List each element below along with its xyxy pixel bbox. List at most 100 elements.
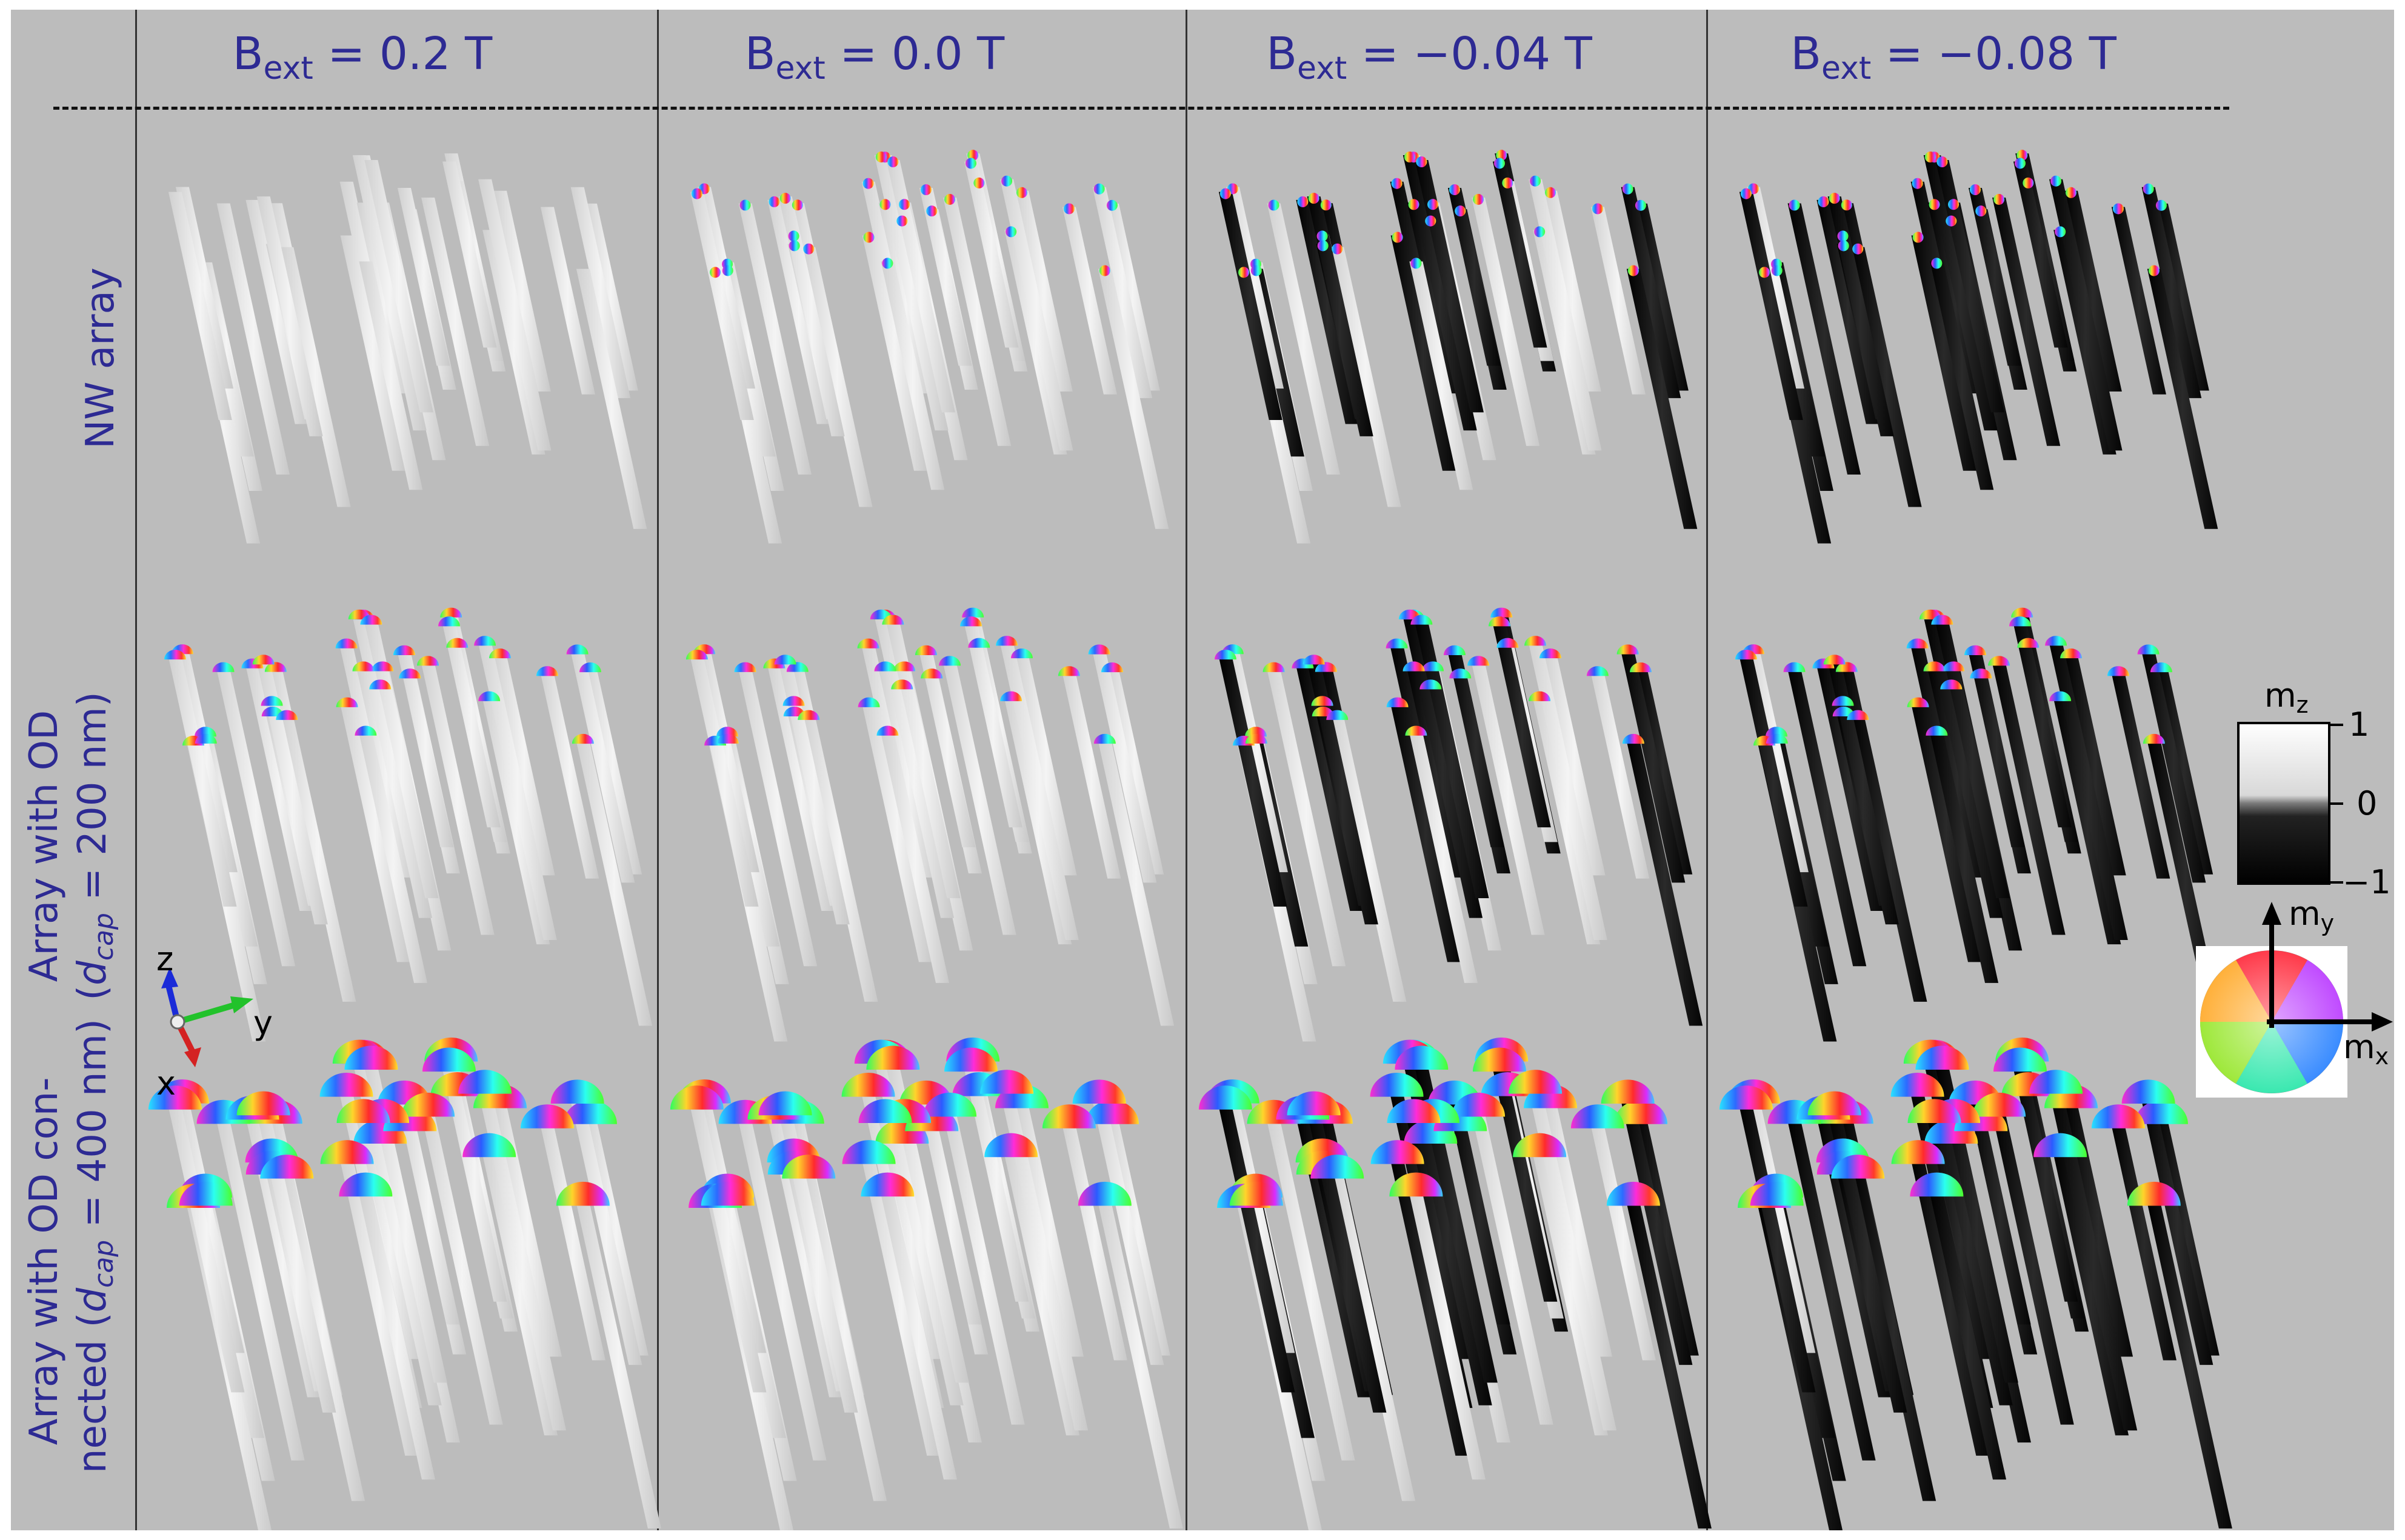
nanowire: [1218, 1107, 1295, 1393]
magnetic-cap: [1890, 1073, 1944, 1097]
wire-tip: [1627, 265, 1639, 276]
magnetic-cap: [2009, 616, 2031, 627]
nanowire: [874, 616, 955, 918]
wire-tip: [1936, 156, 1948, 168]
wire-tip: [1993, 193, 2005, 205]
nanowire: [359, 733, 428, 983]
nanowire: [570, 187, 631, 398]
magnetic-cap: [1303, 655, 1325, 665]
mz-colorbar: [2237, 722, 2343, 885]
magnetic-cap: [148, 1085, 202, 1110]
nanowire: [1626, 1203, 1712, 1529]
nanowire: [1935, 1067, 2018, 1383]
nanowire: [493, 190, 551, 392]
magnetic-cap: [1088, 644, 1110, 655]
nanowire: [1000, 643, 1079, 940]
nanowire: [2049, 179, 2123, 451]
nanowire-layer: [168, 153, 2232, 1530]
nanowire: [340, 1161, 419, 1456]
magnetic-cap: [261, 706, 284, 717]
wire-tip: [1771, 265, 1783, 276]
wire-tip: [973, 177, 985, 188]
magnetic-cap: [1970, 668, 1992, 679]
nanowire: [1911, 235, 1976, 471]
wire-tip: [1829, 193, 1840, 204]
magnetic-cap: [440, 607, 462, 618]
magnetic-cap: [2127, 1181, 2181, 1206]
wire-tip: [1316, 230, 1328, 242]
wire-tip: [1099, 265, 1110, 276]
column-header-b-minus-0.08: Bext = −0.08 T: [1790, 28, 2116, 87]
wire-tip: [1948, 199, 1960, 210]
magnetic-cap: [252, 655, 275, 665]
nanowire: [690, 657, 759, 907]
magnetic-cap: [355, 725, 377, 736]
magnetic-cap: [1496, 638, 1519, 648]
nanowire: [738, 1121, 827, 1461]
nanowire: [397, 188, 450, 366]
wire-tip: [1912, 178, 1923, 189]
nanowire: [1968, 1102, 2031, 1325]
wire-tip: [1063, 203, 1075, 215]
nanowire: [364, 160, 433, 413]
nanowire: [2111, 207, 2166, 395]
nanowire: [943, 197, 1012, 446]
magnetic-cap: [1093, 733, 1116, 744]
magnetic-cap: [1616, 644, 1639, 655]
nanowire: [256, 196, 323, 436]
wire-tip: [2112, 203, 2124, 215]
magnetic-cap: [1042, 1104, 1096, 1128]
magnetic-cap: [1263, 662, 1285, 672]
wheel-label-mx: mx: [2343, 1028, 2389, 1070]
nanowire: [168, 192, 232, 421]
color-wheel: [2196, 902, 2393, 1098]
wire-tip: [769, 196, 780, 207]
nanowire: [1267, 669, 1346, 967]
nanowire: [1218, 192, 1283, 421]
magnetic-cap: [458, 1070, 512, 1094]
magnetic-cap: [336, 1099, 390, 1124]
magnetic-cap: [1539, 648, 1561, 659]
magnetic-cap: [783, 706, 806, 717]
magnetic-cap: [536, 666, 558, 676]
wire-tip: [1391, 178, 1403, 189]
wire-tip: [1093, 183, 1105, 195]
wire-tip: [1392, 232, 1403, 243]
nanowire: [1447, 188, 1501, 366]
magnetic-cap: [734, 662, 756, 672]
nanowire: [1626, 741, 1703, 1026]
magnetic-cap: [360, 615, 382, 625]
nanowire: [280, 717, 356, 1002]
magnetic-cap: [1488, 616, 1510, 627]
nanowire: [1409, 733, 1478, 983]
magnetic-cap: [1831, 1155, 1885, 1179]
nanowire: [478, 1091, 567, 1431]
magnetic-cap: [2017, 638, 2040, 648]
wire-tip: [863, 232, 875, 243]
nanowire: [862, 235, 927, 471]
wire-tip: [965, 158, 976, 169]
nanowire: [1390, 704, 1461, 962]
wire-tip: [1912, 232, 1924, 243]
magnetic-cap: [915, 645, 937, 655]
nanowire: [1851, 717, 1927, 1002]
nanowire: [1307, 662, 1378, 925]
nanowire: [340, 704, 410, 962]
nanowire: [540, 673, 599, 879]
magnetic-cap: [550, 1079, 604, 1104]
wire-tip: [1016, 187, 1027, 198]
nanowire: [1015, 1105, 1084, 1357]
magnetic-cap: [261, 696, 283, 706]
nanowire: [2064, 1105, 2133, 1357]
magnetic-cap: [842, 1140, 896, 1164]
magnetic-cap: [1940, 679, 1963, 690]
magnetic-cap: [858, 697, 880, 707]
column-divider: [1186, 10, 1187, 1530]
magnetic-cap: [1312, 706, 1334, 717]
magnetic-cap: [2150, 662, 2172, 673]
nanowire: [1590, 673, 1650, 879]
nanowire: [1739, 1107, 1816, 1393]
nanowire: [1851, 247, 1922, 507]
magnetic-cap: [1835, 662, 1858, 672]
